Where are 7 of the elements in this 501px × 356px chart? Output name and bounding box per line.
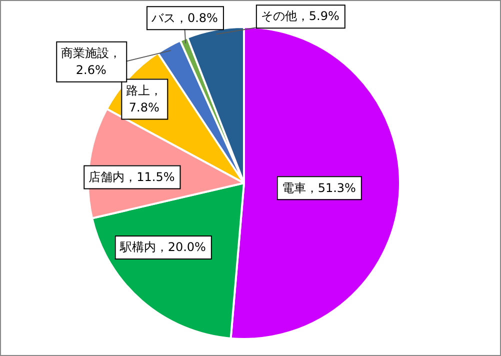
- slice-label: 路上，7.8%: [126, 83, 162, 114]
- slice-label: 商業施設，2.6%: [61, 46, 122, 77]
- slice-label: 駅構内，20.0%: [118, 240, 206, 254]
- slice-label: 電車，51.3%: [282, 180, 356, 195]
- slice-label: 店舗内，11.5%: [88, 170, 175, 184]
- slice-label: その他，5.9%: [260, 9, 340, 24]
- slice-label: バス，0.8%: [150, 10, 218, 25]
